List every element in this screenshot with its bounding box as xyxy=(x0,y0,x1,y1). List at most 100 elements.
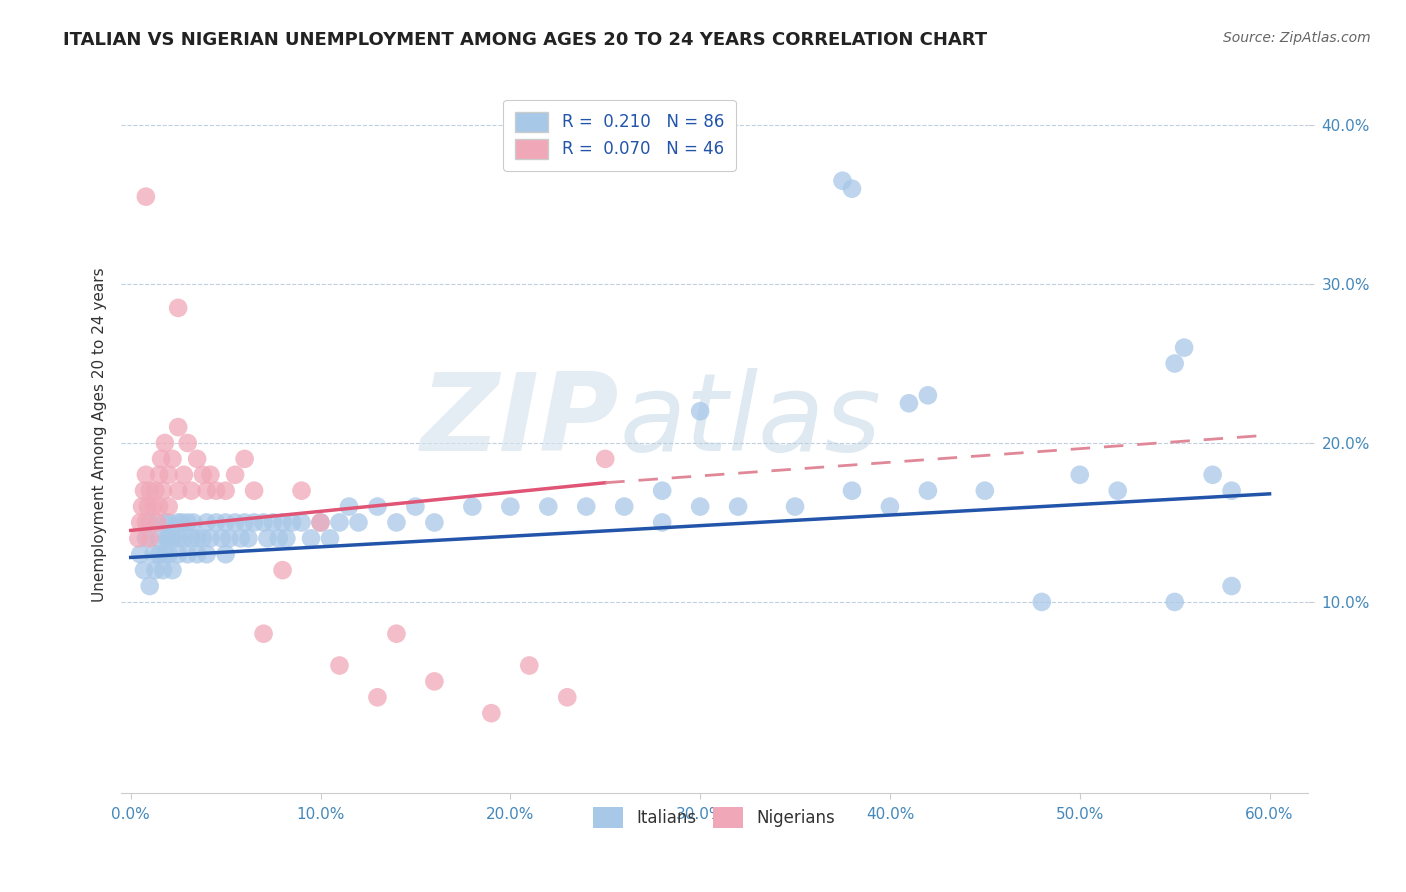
Point xyxy=(831,174,853,188)
Point xyxy=(162,563,184,577)
Point xyxy=(366,500,388,514)
Point xyxy=(150,451,173,466)
Point xyxy=(214,483,236,498)
Point xyxy=(651,516,673,530)
Point xyxy=(299,532,322,546)
Point xyxy=(1107,483,1129,498)
Point xyxy=(145,483,167,498)
Point xyxy=(195,547,218,561)
Point xyxy=(148,547,170,561)
Point xyxy=(1031,595,1053,609)
Point xyxy=(224,516,246,530)
Point xyxy=(290,516,312,530)
Point xyxy=(224,467,246,482)
Point xyxy=(167,420,190,434)
Point xyxy=(1163,357,1185,371)
Point xyxy=(252,516,274,530)
Point xyxy=(135,516,157,530)
Point xyxy=(173,467,195,482)
Point xyxy=(138,532,160,546)
Point xyxy=(142,547,165,561)
Point xyxy=(211,532,233,546)
Point xyxy=(186,547,208,561)
Point xyxy=(262,516,284,530)
Point xyxy=(917,388,939,402)
Point xyxy=(879,500,901,514)
Point xyxy=(267,532,290,546)
Point xyxy=(897,396,920,410)
Point xyxy=(157,516,180,530)
Point xyxy=(271,563,294,577)
Point xyxy=(180,483,202,498)
Point xyxy=(195,516,218,530)
Point xyxy=(233,516,256,530)
Point xyxy=(252,626,274,640)
Point xyxy=(1173,341,1195,355)
Point xyxy=(138,483,160,498)
Point xyxy=(180,532,202,546)
Text: Source: ZipAtlas.com: Source: ZipAtlas.com xyxy=(1223,31,1371,45)
Point xyxy=(173,532,195,546)
Point xyxy=(613,500,636,514)
Point xyxy=(783,500,806,514)
Point xyxy=(176,436,198,450)
Point xyxy=(593,451,616,466)
Point xyxy=(423,516,446,530)
Point xyxy=(132,563,155,577)
Point xyxy=(176,547,198,561)
Point xyxy=(132,483,155,498)
Point xyxy=(138,516,160,530)
Point xyxy=(148,500,170,514)
Point xyxy=(142,500,165,514)
Point xyxy=(841,483,863,498)
Point xyxy=(276,532,298,546)
Point xyxy=(290,483,312,498)
Point xyxy=(157,547,180,561)
Point xyxy=(191,467,214,482)
Point xyxy=(152,563,174,577)
Point xyxy=(135,467,157,482)
Point xyxy=(157,467,180,482)
Point xyxy=(1220,483,1243,498)
Point xyxy=(167,547,190,561)
Point xyxy=(479,706,502,721)
Point xyxy=(243,483,266,498)
Point xyxy=(200,532,222,546)
Point xyxy=(575,500,598,514)
Point xyxy=(167,532,190,546)
Point xyxy=(233,451,256,466)
Point xyxy=(205,516,228,530)
Point xyxy=(214,547,236,561)
Point xyxy=(129,516,152,530)
Point xyxy=(309,516,332,530)
Point xyxy=(973,483,995,498)
Point xyxy=(191,532,214,546)
Point xyxy=(328,658,350,673)
Point xyxy=(309,516,332,530)
Point xyxy=(148,532,170,546)
Point xyxy=(229,532,252,546)
Y-axis label: Unemployment Among Ages 20 to 24 years: Unemployment Among Ages 20 to 24 years xyxy=(93,268,107,602)
Point xyxy=(146,516,169,530)
Point xyxy=(167,301,190,315)
Point xyxy=(152,483,174,498)
Point xyxy=(186,532,208,546)
Point xyxy=(1201,467,1223,482)
Legend: Italians, Nigerians: Italians, Nigerians xyxy=(586,801,842,834)
Point xyxy=(689,404,711,418)
Point xyxy=(366,690,388,705)
Point xyxy=(162,532,184,546)
Point xyxy=(243,516,266,530)
Point xyxy=(135,532,157,546)
Point xyxy=(499,500,522,514)
Point xyxy=(841,182,863,196)
Point xyxy=(195,483,218,498)
Point xyxy=(200,467,222,482)
Point xyxy=(131,500,153,514)
Point xyxy=(214,516,236,530)
Point xyxy=(156,532,179,546)
Point xyxy=(153,436,176,450)
Point xyxy=(176,516,198,530)
Point xyxy=(157,500,180,514)
Text: ITALIAN VS NIGERIAN UNEMPLOYMENT AMONG AGES 20 TO 24 YEARS CORRELATION CHART: ITALIAN VS NIGERIAN UNEMPLOYMENT AMONG A… xyxy=(63,31,987,49)
